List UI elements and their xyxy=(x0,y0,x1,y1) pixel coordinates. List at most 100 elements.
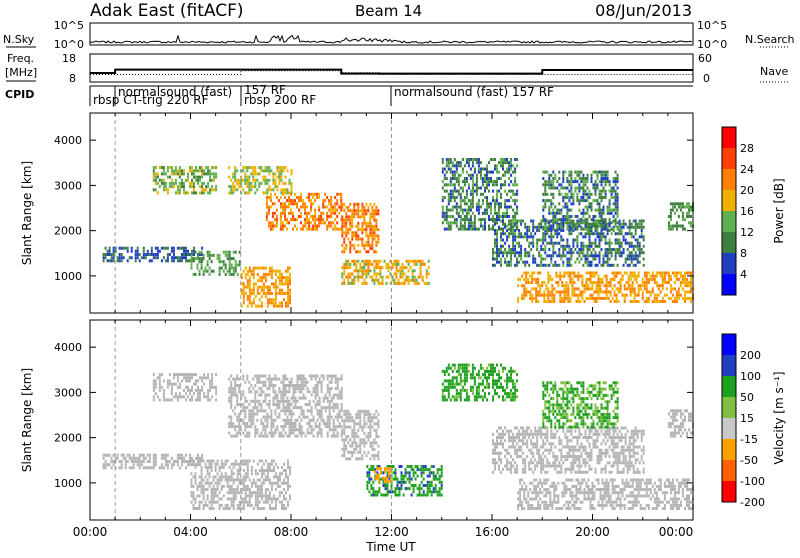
power-cell-10-2935 xyxy=(670,287,672,290)
power-cell-6-1142 xyxy=(373,250,375,253)
velocity-cell-3-747 xyxy=(230,397,232,400)
velocity-cell-2-580 xyxy=(255,482,257,485)
power-cell-10-2881 xyxy=(652,300,654,303)
velocity-cell-3-961 xyxy=(270,381,272,384)
power-cell-9-2242 xyxy=(587,264,589,267)
power-cell-9-2018 xyxy=(528,229,530,232)
velocity-cell-0-120 xyxy=(185,466,187,469)
velocity-cell-3-745 xyxy=(230,403,232,406)
power-cell-10-2736 xyxy=(600,291,602,294)
power-cell-10-2625 xyxy=(563,287,565,290)
power-cell-1-219 xyxy=(185,191,187,194)
power-cell-4-682 xyxy=(275,292,277,295)
power-cell-11-3053 xyxy=(550,187,552,190)
power-cell-4-725 xyxy=(287,295,289,298)
power-cell-5-912 xyxy=(318,209,320,212)
power-cell-9-2015 xyxy=(528,245,530,248)
power-cell-2-317 xyxy=(199,260,201,263)
power-cell-1-222 xyxy=(187,179,189,182)
power-cell-12-3443 xyxy=(680,206,682,209)
power-cell-5-835 xyxy=(296,228,298,231)
power-cell-10-2827 xyxy=(632,272,634,275)
power-cell-6-1107 xyxy=(365,212,367,215)
velocity-cell-3-1189 xyxy=(311,394,313,397)
power-cell-8-1624 xyxy=(478,218,480,221)
velocity-cell-3-744 xyxy=(230,406,232,409)
power-cell-9-2316 xyxy=(601,232,603,235)
power-cell-9-1915 xyxy=(504,248,506,251)
power-cell-10-2703 xyxy=(590,281,592,284)
power-cell-0-74 xyxy=(157,253,159,256)
power-cell-3-468 xyxy=(254,179,256,182)
power-cell-3-523 xyxy=(278,172,280,175)
power-cell-9-2422 xyxy=(627,242,629,245)
power-cell-6-1161 xyxy=(375,212,377,215)
power-cell-11-3310 xyxy=(601,212,603,215)
power-cell-7-1354 xyxy=(416,263,418,266)
power-cell-9-2102 xyxy=(550,254,552,257)
velocity-cell-3-919 xyxy=(264,428,266,431)
power-cell-1-182 xyxy=(171,172,173,175)
velocity-cell-3-1067 xyxy=(289,400,291,403)
power-cell-0-85 xyxy=(167,256,169,259)
power-cell-2-361 xyxy=(225,267,227,270)
velocity-cell-3-812 xyxy=(242,375,244,378)
power-cell-10-2974 xyxy=(684,294,686,297)
velocity-cell-0-5 xyxy=(105,463,107,466)
velocity-cell-1-244 xyxy=(197,395,199,398)
power-cell-9-2476 xyxy=(639,251,641,254)
power-cell-8-1634 xyxy=(478,161,480,164)
power-cell-10-2521 xyxy=(525,275,527,278)
power-cell-0-116 xyxy=(185,250,187,253)
power-cell-0-0 xyxy=(103,259,105,262)
power-cell-5-768 xyxy=(272,212,274,215)
velocity-cell-2-598 xyxy=(259,488,261,491)
power-cell-9-2491 xyxy=(641,220,643,223)
power-cell-0-99 xyxy=(177,259,179,262)
velocity-cell-0-57 xyxy=(139,454,141,457)
power-cell-9-2485 xyxy=(641,248,643,251)
velocity-cell-3-1355 xyxy=(341,397,343,400)
power-cell-5-886 xyxy=(310,193,312,196)
power-cell-8-1412 xyxy=(446,171,448,174)
velocity-cell-0-56 xyxy=(139,457,141,460)
power-cell-0-98 xyxy=(175,256,177,259)
power-cell-9-2423 xyxy=(627,232,629,235)
power-cell-11-3373 xyxy=(611,190,613,193)
power-cell-9-2226 xyxy=(582,254,584,257)
freq-right-tick-top: 60 xyxy=(698,52,712,65)
velocity-cell-3-1269 xyxy=(327,406,329,409)
power-cell-11-3011 xyxy=(542,193,544,196)
power-cell-7-1342 xyxy=(412,276,414,279)
power-cell-11-3256 xyxy=(589,193,591,196)
power-cell-11-3411 xyxy=(617,174,619,177)
power-cell-2-304 xyxy=(191,260,193,263)
velocity-cell-4-1439 xyxy=(357,429,359,432)
velocity-cell-3-754 xyxy=(232,435,234,438)
velocity-cell-3-1153 xyxy=(303,384,305,387)
power-cell-6-1105 xyxy=(365,225,367,228)
velocity-cell-3-1125 xyxy=(299,397,301,400)
power-cell-3-463 xyxy=(252,169,254,172)
power-cell-6-1077 xyxy=(359,209,361,212)
velocity-cell-3-940 xyxy=(268,432,270,435)
power-cell-8-1402 xyxy=(446,228,448,231)
power-cell-0-48 xyxy=(137,253,139,256)
power-cell-5-967 xyxy=(336,215,338,218)
velocity-cell-3-967 xyxy=(272,419,274,422)
power-cell-10-2804 xyxy=(626,294,628,297)
velocity-cell-2-551 xyxy=(247,463,249,466)
velocity-cell-0-142 xyxy=(201,457,203,460)
power-cell-0-72 xyxy=(155,247,157,250)
power-cell-5-780 xyxy=(276,196,278,199)
power-cell-8-1408 xyxy=(446,206,448,209)
velocity-cell-0-101 xyxy=(171,466,173,469)
velocity-cell-2-681 xyxy=(277,479,279,482)
power-cell-8-1656 xyxy=(482,177,484,180)
power-cell-9-2486 xyxy=(641,235,643,238)
power-cell-9-2073 xyxy=(544,264,546,267)
velocity-cell-3-933 xyxy=(266,419,268,422)
power-cell-10-2975 xyxy=(684,291,686,294)
power-cell-8-1456 xyxy=(452,171,454,174)
velocity-cell-1-179 xyxy=(169,373,171,376)
